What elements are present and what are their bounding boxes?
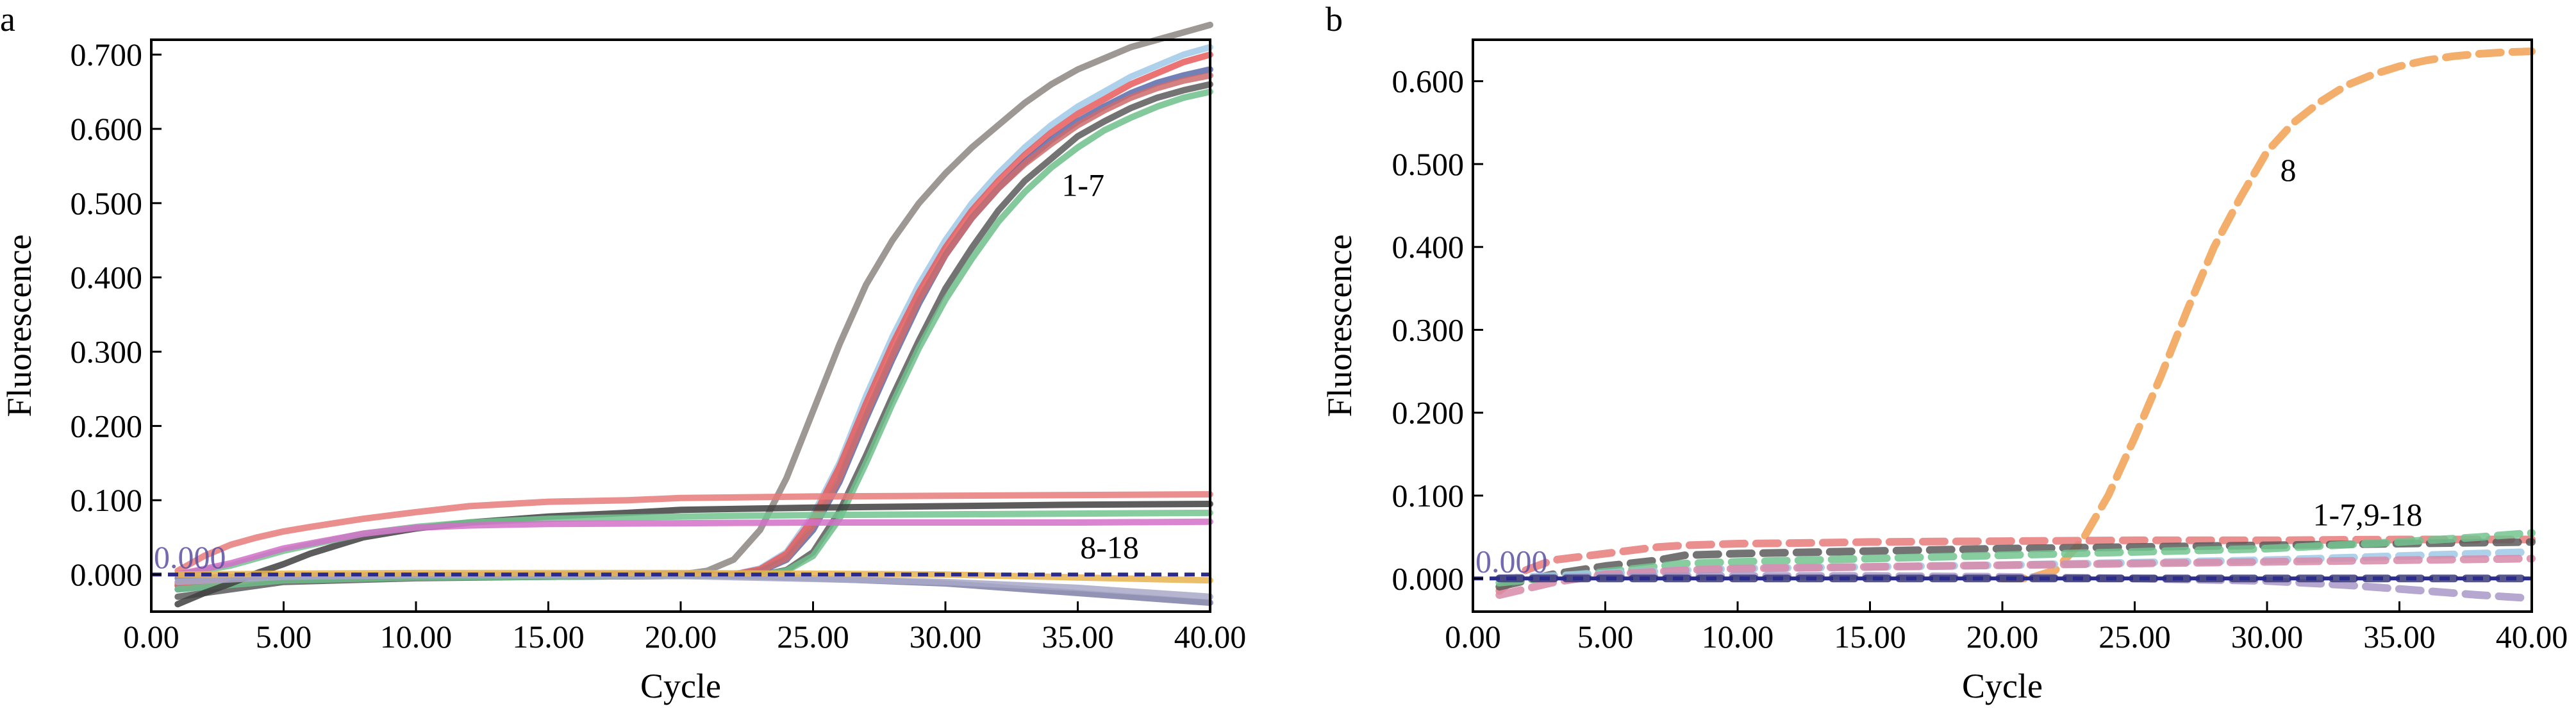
y-axis-label-b: Fluorescence xyxy=(1320,235,1359,417)
annotations-b: 8 1-7,9-18 xyxy=(2281,152,2423,533)
axis-ticks-b: 0.00 5.00 10.00 15.00 20.00 25.00 30.00 35.00 40… xyxy=(1392,63,2568,655)
y-tick-label: 0.100 xyxy=(71,482,143,518)
y-tick-label: 0.000 xyxy=(1392,560,1465,596)
x-tick-label: 40.00 xyxy=(1174,619,1247,655)
annotation-label: 1-7 xyxy=(1061,167,1104,203)
x-tick-label: 30.00 xyxy=(910,619,982,655)
x-tick-label: 20.00 xyxy=(1966,619,2039,655)
y-tick-label: 0.500 xyxy=(71,185,143,221)
y-tick-label: 0.200 xyxy=(71,408,143,444)
x-tick-label: 15.00 xyxy=(1834,619,1906,655)
annotation-label: 1-7,9-18 xyxy=(2313,497,2423,533)
x-tick-label: 0.00 xyxy=(123,619,179,655)
annotation-label: 8-18 xyxy=(1080,530,1139,565)
chart-panel-a: a 0.000 0.00 5.00 10.00 15.00 20.00 25.00 30.0… xyxy=(0,0,1246,705)
x-tick-label: 30.00 xyxy=(2231,619,2304,655)
series-line-a-8 xyxy=(174,491,1213,574)
threshold-label: 0.000 xyxy=(154,539,226,575)
series-line-a-11 xyxy=(174,518,1213,578)
annotations-a: 1-7 8-18 xyxy=(1061,167,1138,565)
y-tick-label: 0.300 xyxy=(1392,312,1465,347)
y-tick-label: 0.600 xyxy=(1392,63,1465,99)
x-axis-label-a: Cycle xyxy=(640,667,721,705)
axis-ticks-a: 0.00 5.00 10.00 15.00 20.00 25.00 30.00 35.00 40… xyxy=(71,37,1247,655)
x-tick-label: 40.00 xyxy=(2496,619,2568,655)
x-tick-label: 15.00 xyxy=(512,619,585,655)
threshold-layer-b: 0.000 xyxy=(1473,543,2532,581)
x-tick-label: 5.00 xyxy=(256,619,312,655)
series-line-b-2 xyxy=(1495,535,2536,595)
y-tick-label: 0.400 xyxy=(1392,229,1465,265)
panel-label-a: a xyxy=(0,0,15,38)
threshold-layer-a: 0.000 xyxy=(151,539,1210,577)
y-tick-label: 0.700 xyxy=(71,37,143,72)
x-tick-label: 35.00 xyxy=(1042,619,1114,655)
y-tick-label: 0.600 xyxy=(71,111,143,147)
y-tick-label: 0.000 xyxy=(71,556,143,592)
series-line-b-3 xyxy=(1495,538,2536,591)
x-tick-label: 5.00 xyxy=(1577,619,1634,655)
x-axis-label-b: Cycle xyxy=(1962,667,2043,705)
x-tick-label: 20.00 xyxy=(645,619,717,655)
threshold-label: 0.000 xyxy=(1475,543,1548,579)
y-tick-label: 0.100 xyxy=(1392,478,1465,514)
x-tick-label: 10.00 xyxy=(380,619,453,655)
x-tick-label: 25.00 xyxy=(2098,619,2171,655)
chart-panel-b: b 0.000 0.00 5.00 10.00 15.00 20.00 25.00 30.0… xyxy=(1320,0,2568,705)
y-tick-label: 0.200 xyxy=(1392,395,1465,431)
y-tick-label: 0.300 xyxy=(71,334,143,370)
x-tick-label: 0.00 xyxy=(1445,619,1501,655)
y-tick-label: 0.500 xyxy=(1392,146,1465,182)
x-tick-label: 35.00 xyxy=(2363,619,2436,655)
series-line-a-1 xyxy=(174,21,1213,589)
series-line-b-4 xyxy=(1495,529,2536,587)
y-axis-label-a: Fluorescence xyxy=(0,235,38,417)
y-tick-label: 0.400 xyxy=(71,260,143,296)
annotation-label: 8 xyxy=(2281,152,2297,188)
series-layer-a xyxy=(174,21,1213,608)
x-tick-label: 25.00 xyxy=(777,619,849,655)
panel-label-b: b xyxy=(1325,0,1343,38)
series-line-b-1 xyxy=(1998,47,2536,583)
x-tick-label: 10.00 xyxy=(1702,619,1774,655)
series-layer-b xyxy=(1495,47,2536,603)
